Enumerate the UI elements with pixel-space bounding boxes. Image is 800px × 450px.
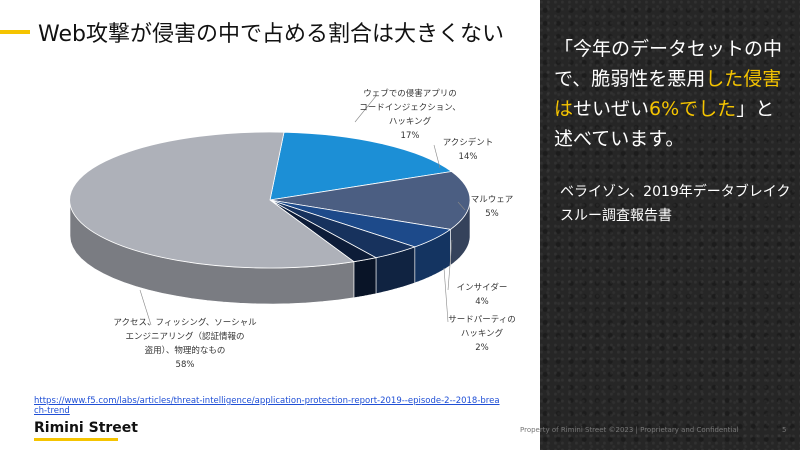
source-citation: ベライゾン、2019年データブレイクスルー調査報告書 [560, 184, 791, 224]
leader-line-5 [443, 267, 449, 323]
quote-highlight-1: した侵害は [554, 68, 782, 120]
slice-label-5: サードパーティのハッキング 2% [448, 315, 516, 353]
footer-text: Property of Rimini Street ©2023 | Propri… [520, 426, 739, 434]
quote-highlight-2: 6%でした [649, 98, 737, 120]
slice-label-1: ウェブでの侵害アプリのコードインジェクション、ハッキング 17% [359, 88, 461, 141]
leader-line-2 [433, 144, 441, 169]
pie-slice-6 [69, 131, 355, 269]
quote-panel [540, 0, 800, 450]
leader-line-4 [447, 239, 453, 291]
leader-line-3 [457, 201, 466, 211]
logo-underline [34, 438, 118, 441]
company-logo: Rimini Street [34, 420, 138, 436]
slice-label-3: マルウェア 5% [471, 195, 514, 219]
leader-line-1 [354, 95, 377, 123]
source-link[interactable]: https://www.f5.com/labs/articles/threat-… [34, 396, 500, 416]
slice-label-2: アクシデント 14% [443, 137, 494, 162]
pie-slice-1 [269, 131, 453, 201]
quote-part-2: せいぜい [573, 98, 650, 120]
leader-line-6 [139, 289, 152, 326]
title-accent-bar [0, 30, 30, 34]
slice-label-6: アクセス、フィッシング、ソーシャルエンジニアリング（認証情報の盗用）、物理的なも… [113, 317, 257, 370]
quote-text: 「今年のデータセットの中で、脆弱性を悪用した侵害はせいぜい6%でした」と述べてい… [554, 34, 786, 154]
pie-slice-side-5 [353, 257, 377, 299]
pie-slice-2 [269, 171, 471, 230]
pie-chart: ウェブでの侵害アプリのコードインジェクション、ハッキング 17%アクシデント 14%… [69, 88, 516, 370]
slide-title: Web攻撃が侵害の中で占める割合は大きくない [38, 22, 504, 47]
slice-label-4: インサイダー 4% [457, 282, 508, 307]
quote-part-1: 「今年のデータセットの中で、脆弱性を悪用 [554, 38, 783, 90]
page-number: 5 [782, 426, 787, 434]
quote-part-3: 」と述べています。 [554, 98, 775, 150]
